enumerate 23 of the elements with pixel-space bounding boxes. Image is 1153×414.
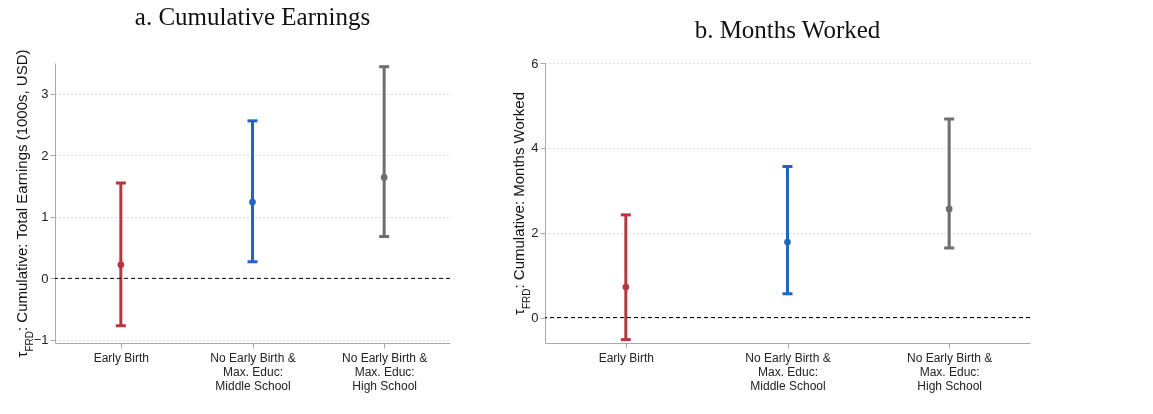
point (249, 198, 256, 206)
point (380, 174, 388, 181)
point (945, 205, 953, 213)
x-tick-label: No Early Birth & Max. Educ: High School (906, 350, 993, 393)
point (117, 261, 125, 269)
y-tick-label: 3 (41, 86, 49, 102)
x-tick-label: Early Birth (93, 350, 150, 365)
chart-title: b. Months Worked (694, 16, 881, 43)
x-tick-label: Early Birth (598, 350, 655, 365)
x-tick-label: No Early Birth & Max. Educ: Middle School (745, 350, 831, 393)
point (784, 238, 791, 246)
x-tick-label: No Early Birth & Max. Educ: Middle School (210, 350, 296, 393)
y-tick-label: −1 (33, 332, 49, 348)
y-tick-label: 2 (41, 147, 49, 163)
x-tick-label: No Early Birth & Max. Educ: High School (341, 350, 428, 393)
y-tick-label: 2 (531, 225, 539, 241)
y-tick-label: 1 (41, 209, 49, 225)
point (622, 283, 630, 291)
y-tick-label: 6 (531, 55, 539, 71)
chart-title: a. Cumulative Earnings (134, 2, 371, 30)
y-tick-label: 4 (531, 140, 539, 156)
y-tick-label: 0 (531, 310, 539, 326)
y-tick-label: 0 (41, 270, 49, 286)
